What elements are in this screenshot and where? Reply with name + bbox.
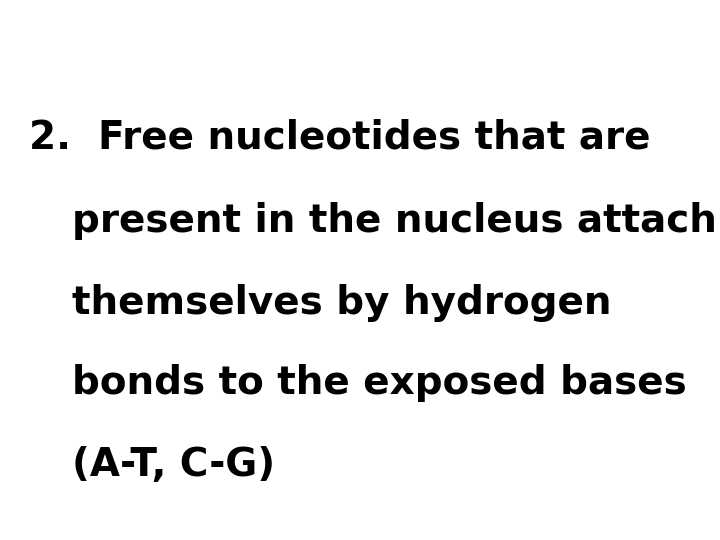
Text: 2.  Free nucleotides that are: 2. Free nucleotides that are: [29, 119, 650, 157]
Text: bonds to the exposed bases: bonds to the exposed bases: [72, 364, 687, 402]
Text: (A-T, C-G): (A-T, C-G): [72, 446, 275, 483]
Text: present in the nucleus attach: present in the nucleus attach: [72, 202, 717, 240]
Text: themselves by hydrogen: themselves by hydrogen: [72, 284, 611, 321]
